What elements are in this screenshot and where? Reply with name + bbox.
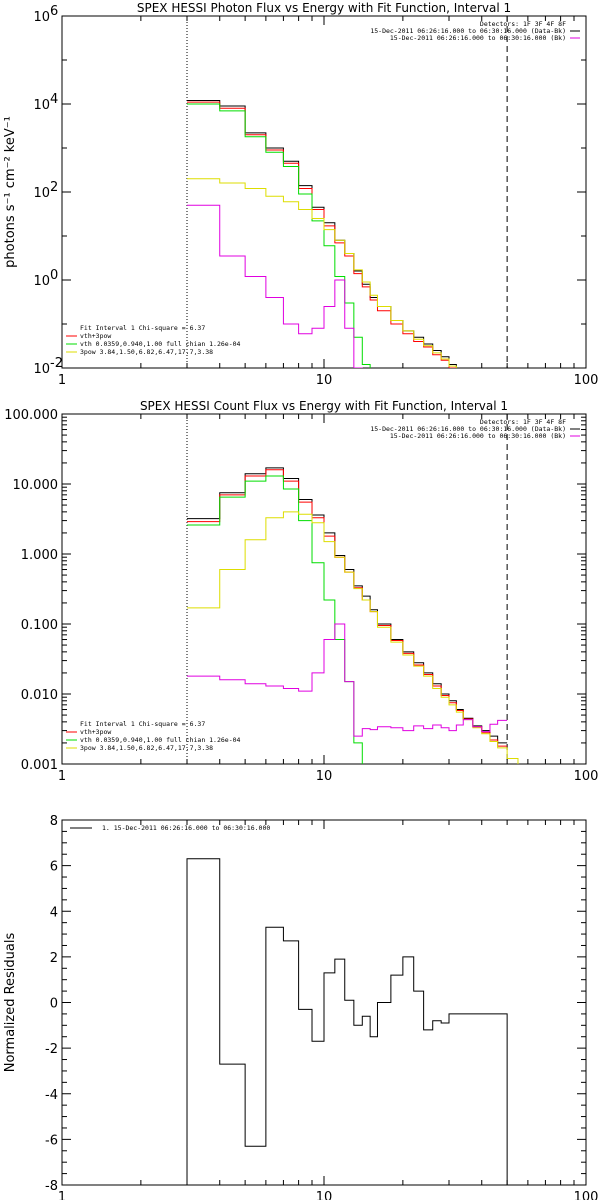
y-tick-exponent: -2 <box>50 356 63 371</box>
legend-bottom-text: 3pow 3.84,1.50,6.82,6.47,17.7,3.38 <box>80 744 213 752</box>
x-tick-label: 100 <box>574 1190 599 1200</box>
series-2-line <box>187 469 508 747</box>
legend-top-text: 15-Dec-2011 06:26:16.000 to 06:30:16.000… <box>390 34 566 42</box>
y-tick-label: 10 <box>33 98 50 113</box>
x-tick-label: 10 <box>316 769 333 784</box>
series-5-line <box>187 204 363 368</box>
y-tick-label: -4 <box>45 1088 58 1103</box>
y-tick-label: -8 <box>45 1179 58 1194</box>
y-tick-label: 0.100 <box>21 618 58 633</box>
y-tick-exponent: 4 <box>50 92 58 107</box>
series-1-line <box>186 858 508 1185</box>
y-tick-exponent: 0 <box>50 268 58 283</box>
x-tick-label: 100 <box>574 373 599 388</box>
legend-top-text: 15-Dec-2011 06:26:16.000 to 06:30:16.000… <box>370 425 566 433</box>
legend-bottom-text: vth+3pow <box>80 332 111 340</box>
x-tick-label: 1 <box>58 373 66 388</box>
x-tick-label: 100 <box>574 769 599 784</box>
y-tick-label: 10 <box>33 274 50 289</box>
panel-1: SPEX HESSI Photon Flux vs Energy with Fi… <box>3 1 598 388</box>
y-tick-label: 100.000 <box>4 408 58 423</box>
y-tick-label: 4 <box>50 905 58 920</box>
panel-3: 1 10 100 -8 -6 -4 -2 0 2 4 6 8 Normalized Residuals 1… <box>3 814 598 1200</box>
legend-top-text: 15-Dec-2011 06:26:16.000 to 06:30:16.000… <box>370 27 566 35</box>
legend-top-text: Detectors: 1F 3F 4F 8F <box>480 418 566 426</box>
x-tick-label: 1 <box>58 1190 66 1200</box>
y-tick-label: 0 <box>50 997 58 1012</box>
series-group <box>187 467 519 764</box>
plot-title: SPEX HESSI Photon Flux vs Energy with Fi… <box>137 1 511 15</box>
series-1-line <box>187 467 508 744</box>
series-4-line <box>187 178 457 368</box>
y-tick-label: 10 <box>33 362 50 377</box>
y-tick-exponent: 2 <box>50 180 58 195</box>
x-tick-label: 1 <box>58 769 66 784</box>
series-3-line <box>187 103 371 368</box>
legend-top-text: Detectors: 1F 3F 4F 8F <box>480 20 566 28</box>
legend-top-text: 15-Dec-2011 06:26:16.000 to 06:30:16.000… <box>390 432 566 440</box>
legend-bottom-text: Fit Interval 1 Chi-square = 6.37 <box>80 324 205 332</box>
y-tick-label: 10.000 <box>13 478 59 493</box>
series-4-line <box>187 511 519 764</box>
series-group <box>186 858 508 1185</box>
y-tick-label: 6 <box>50 860 58 875</box>
x-tick-label: 10 <box>316 1190 333 1200</box>
y-tick-label: -6 <box>45 1133 58 1148</box>
legend-bottom-text: vth 0.0359,0.940,1.00 full chian 1.26e-0… <box>80 736 241 744</box>
y-tick-label: 0.010 <box>21 688 58 703</box>
x-tick-label: 10 <box>316 373 333 388</box>
y-tick-label: 0.001 <box>21 758 58 773</box>
y-axis-label: Normalized Residuals <box>3 933 18 1073</box>
y-tick-label: 2 <box>50 951 58 966</box>
y-tick-label: 8 <box>50 814 58 829</box>
y-axis-label: photons s⁻¹ cm⁻² keV⁻¹ <box>3 116 18 268</box>
plot-title: SPEX HESSI Count Flux vs Energy with Fit… <box>140 399 508 413</box>
y-tick-label: 10 <box>33 10 50 25</box>
y-tick-label: -2 <box>45 1042 58 1057</box>
legend-bottom-text: 3pow 3.84,1.50,6.82,6.47,17.7,3.38 <box>80 348 213 356</box>
legend-top-text: 1. 15-Dec-2011 06:26:16.000 to 06:30:16.… <box>102 824 270 832</box>
legend-bottom-text: vth+3pow <box>80 728 111 736</box>
panel-2: SPEX HESSI Count Flux vs Energy with Fit… <box>4 399 599 784</box>
legend-bottom-text: Fit Interval 1 Chi-square = 6.37 <box>80 720 205 728</box>
y-tick-label: 10 <box>33 186 50 201</box>
legend-bottom-text: vth 0.0359,0.940,1.00 full chian 1.26e-0… <box>80 340 241 348</box>
series-5-line <box>187 623 508 737</box>
y-tick-label: 1.000 <box>21 548 58 563</box>
series-group <box>187 100 457 368</box>
y-tick-exponent: 6 <box>50 4 58 19</box>
